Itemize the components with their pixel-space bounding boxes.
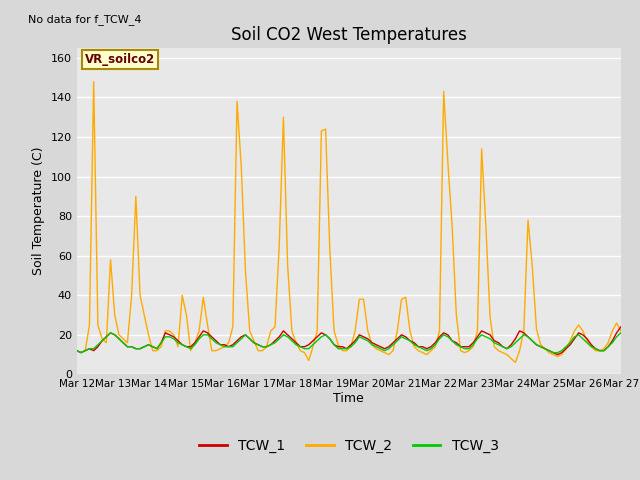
Y-axis label: Soil Temperature (C): Soil Temperature (C) — [32, 147, 45, 276]
Legend: TCW_1, TCW_2, TCW_3: TCW_1, TCW_2, TCW_3 — [193, 433, 504, 459]
Text: VR_soilco2: VR_soilco2 — [85, 53, 156, 66]
Title: Soil CO2 West Temperatures: Soil CO2 West Temperatures — [231, 25, 467, 44]
X-axis label: Time: Time — [333, 392, 364, 405]
Text: No data for f_TCW_4: No data for f_TCW_4 — [28, 14, 141, 25]
